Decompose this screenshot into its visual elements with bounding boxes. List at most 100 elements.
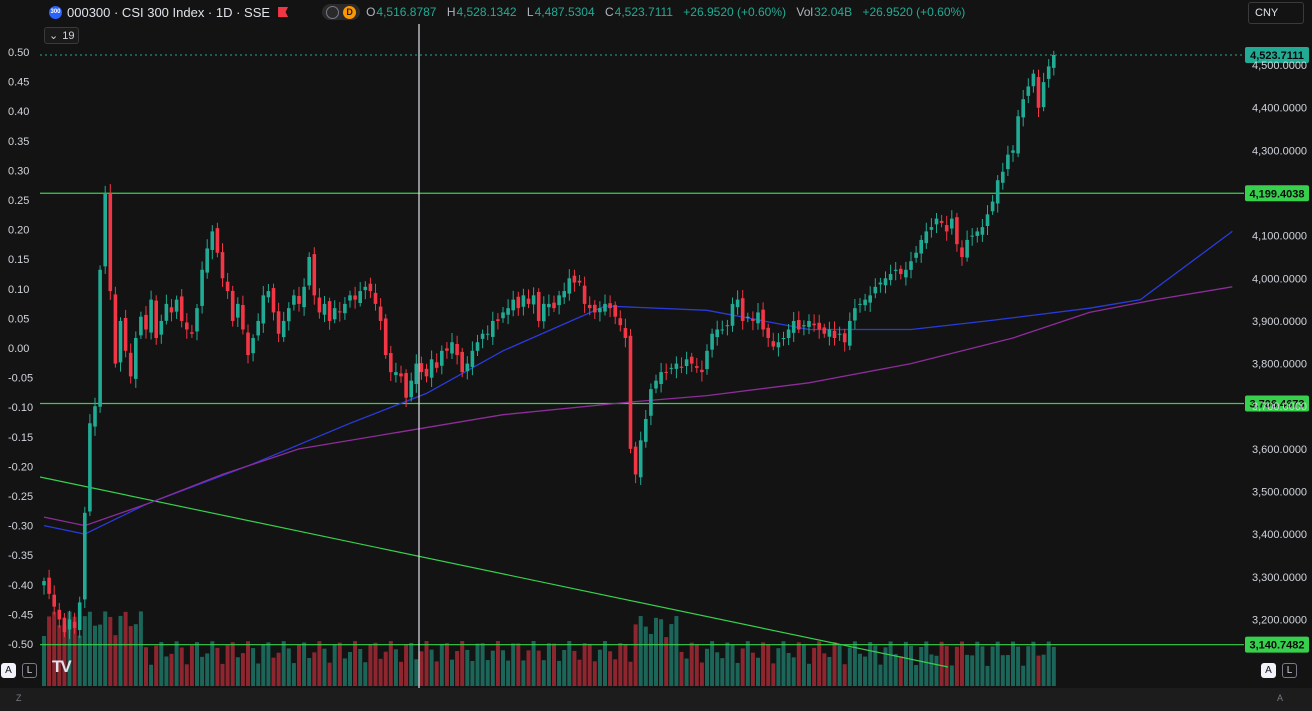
left-axis-label: -0.35 — [8, 550, 33, 562]
candle-body — [516, 296, 521, 309]
candle-body — [190, 332, 194, 334]
candle-body — [149, 299, 153, 333]
candle-body — [373, 292, 378, 304]
volume-bar — [266, 642, 271, 686]
volume-bar — [108, 616, 113, 686]
candle-body — [720, 329, 725, 331]
volume-bar — [174, 641, 179, 686]
volume-bar — [307, 658, 312, 686]
candle-body — [358, 291, 362, 303]
volume-bar — [914, 665, 919, 686]
right-axis-label: 3,300.0000 — [1252, 572, 1307, 584]
candle-body — [159, 320, 164, 335]
volume-bar — [1016, 646, 1021, 686]
candle-body — [404, 373, 408, 398]
candle-body — [343, 303, 347, 314]
volume-bar — [235, 657, 240, 686]
auto-scale-left-button[interactable]: A — [1, 663, 16, 678]
tradingview-logo-icon[interactable]: TV — [52, 657, 72, 676]
volume-bar — [924, 641, 929, 686]
candle-body — [587, 304, 592, 309]
candle-body — [62, 617, 67, 633]
volume-bar — [424, 641, 429, 686]
candle-body — [174, 299, 179, 312]
currency-label: CNY — [1255, 7, 1279, 19]
volume-bar — [858, 653, 862, 686]
bottom-toolbar: Z A — [0, 688, 1312, 711]
volume-bar — [373, 642, 378, 686]
candle-body — [970, 235, 974, 237]
candle-body — [394, 372, 398, 376]
auto-scale-right-button[interactable]: A — [1261, 663, 1276, 678]
candle-body — [985, 214, 990, 226]
candle-body — [368, 283, 373, 292]
volume-bar — [623, 644, 628, 686]
volume-bar — [1041, 654, 1046, 686]
candle-body — [83, 512, 87, 600]
volume-bar — [144, 647, 148, 686]
right-axis-label: 4,500.0000 — [1252, 60, 1307, 72]
candle-body — [485, 333, 490, 335]
candle-body — [700, 369, 704, 373]
candle-body — [511, 299, 515, 311]
left-axis-label: 0.05 — [8, 313, 29, 325]
log-scale-right-button[interactable]: L — [1282, 663, 1297, 678]
volume-bar — [827, 656, 832, 686]
candle-body — [266, 291, 271, 298]
currency-selector[interactable]: CNY — [1248, 2, 1304, 24]
candle-body — [980, 227, 985, 235]
volume-bar — [837, 645, 842, 686]
candle-body — [725, 325, 730, 327]
candle-body — [1011, 150, 1015, 153]
price-label: 3,140.7482 — [1249, 640, 1304, 652]
candle-body — [893, 269, 898, 271]
auto-icon[interactable]: A — [1277, 693, 1284, 703]
volume-change: +26.9520 (+0.60%) — [862, 5, 966, 19]
volume-bar — [506, 660, 511, 686]
candle-body — [995, 180, 1000, 204]
dividend-icon: D — [343, 5, 357, 19]
candle-body — [465, 363, 470, 372]
volume-bar — [822, 653, 827, 686]
volume-bar — [154, 645, 159, 686]
right-axis-label: 3,200.0000 — [1252, 614, 1307, 626]
candle-body — [378, 306, 383, 321]
volume-bar — [93, 625, 97, 686]
candle-body — [771, 341, 776, 347]
volume-bar — [990, 646, 995, 686]
volume-bar — [863, 656, 868, 686]
volume-bar — [215, 647, 220, 686]
candle-body — [924, 231, 929, 244]
candle-body — [730, 303, 735, 326]
right-axis-label: 3,700.0000 — [1252, 401, 1307, 413]
symbol-title[interactable]: 000300 · CSI 300 Index · 1D · SSE — [67, 4, 271, 20]
symbol-logo-icon: 300 — [49, 5, 62, 19]
volume-bar — [358, 648, 363, 686]
candle-body — [205, 248, 209, 273]
candle-body — [491, 320, 495, 337]
candle-body — [434, 362, 439, 368]
volume-bar — [944, 646, 949, 686]
indicators-collapse-button[interactable]: ⌄ 19 — [44, 27, 80, 44]
candle-body — [327, 301, 332, 321]
candle-body — [562, 291, 566, 298]
candle-body — [363, 286, 368, 291]
volume-bar — [62, 624, 67, 686]
volume-bar — [220, 663, 225, 686]
candle-body — [710, 333, 714, 350]
candle-body — [950, 218, 954, 229]
zoom-icon[interactable]: Z — [16, 693, 22, 703]
candle-body — [220, 252, 225, 279]
candle-body — [47, 577, 51, 594]
candle-body — [164, 303, 169, 321]
candle-body — [899, 268, 903, 275]
volume-bar — [929, 654, 934, 686]
low-key: L — [526, 5, 534, 19]
volume-bar — [475, 643, 480, 686]
candle-body — [317, 297, 322, 313]
log-scale-left-button[interactable]: L — [22, 663, 37, 678]
session-pill[interactable]: D — [322, 4, 361, 20]
volume-bar — [399, 661, 403, 686]
flag-icon[interactable] — [278, 7, 289, 17]
